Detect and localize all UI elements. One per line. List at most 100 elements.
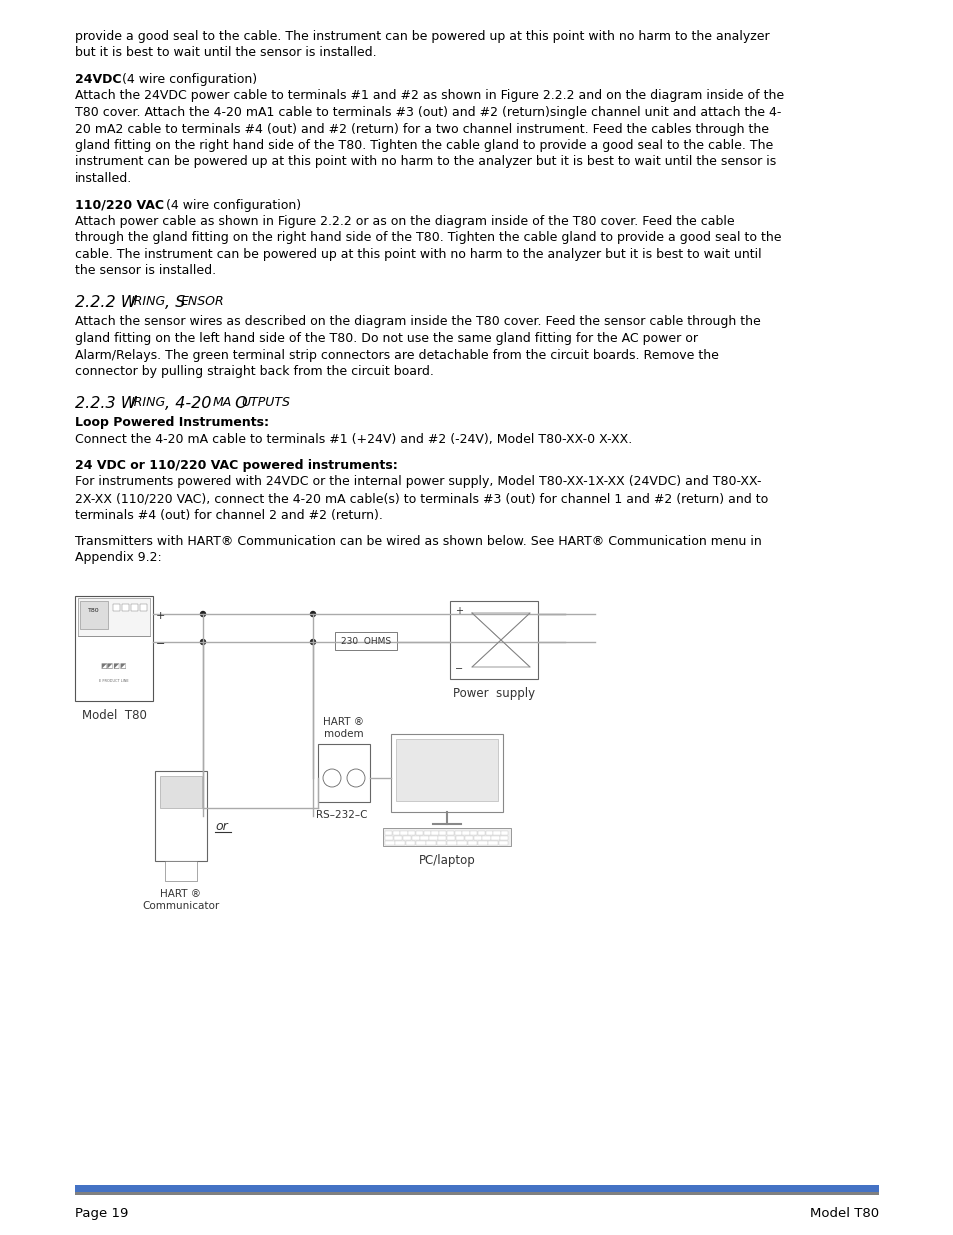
Text: E PRODUCT LINE: E PRODUCT LINE: [99, 679, 129, 683]
Text: −: −: [455, 664, 462, 674]
Text: PC/laptop: PC/laptop: [418, 853, 475, 867]
Bar: [429, 836, 437, 840]
Text: the sensor is installed.: the sensor is installed.: [75, 264, 216, 278]
Text: T80: T80: [88, 608, 100, 613]
Text: HART ®
modem: HART ® modem: [323, 718, 364, 739]
Circle shape: [323, 769, 340, 787]
Text: +: +: [156, 611, 165, 621]
Bar: [456, 841, 467, 845]
Text: 2.2.3 W: 2.2.3 W: [75, 395, 136, 410]
Text: UTPUTS: UTPUTS: [241, 395, 290, 409]
Bar: [402, 836, 411, 840]
Text: HART ®
Communicator: HART ® Communicator: [142, 889, 219, 910]
Bar: [436, 841, 446, 845]
Text: ◩◩◩◩: ◩◩◩◩: [101, 663, 127, 669]
Text: ENSOR: ENSOR: [181, 295, 224, 308]
Text: Model  T80: Model T80: [81, 709, 146, 722]
Text: 20 mA2 cable to terminals #4 (out) and #2 (return) for a two channel instrument.: 20 mA2 cable to terminals #4 (out) and #…: [75, 122, 768, 136]
Bar: [405, 841, 416, 845]
Text: IRING: IRING: [131, 295, 166, 308]
Bar: [438, 831, 446, 835]
Text: −: −: [156, 638, 165, 650]
Text: Loop Powered Instruments:: Loop Powered Instruments:: [75, 416, 269, 429]
Bar: [456, 836, 464, 840]
Bar: [447, 841, 456, 845]
Text: RS–232–C: RS–232–C: [315, 810, 367, 820]
Bar: [437, 836, 446, 840]
Circle shape: [347, 769, 365, 787]
Text: provide a good seal to the cable. The instrument can be powered up at this point: provide a good seal to the cable. The in…: [75, 30, 769, 43]
Bar: [498, 841, 508, 845]
Text: Appendix 9.2:: Appendix 9.2:: [75, 552, 162, 564]
Bar: [122, 604, 129, 611]
Bar: [423, 831, 431, 835]
Text: 2X-XX (110/220 VAC), connect the 4-20 mA cable(s) to terminals #3 (out) for chan: 2X-XX (110/220 VAC), connect the 4-20 mA…: [75, 492, 767, 505]
Text: cable. The instrument can be powered up at this point with no harm to the analyz: cable. The instrument can be powered up …: [75, 248, 760, 261]
Bar: [382, 827, 511, 846]
Text: Model T80: Model T80: [809, 1207, 878, 1220]
Text: terminals #4 (out) for channel 2 and #2 (return).: terminals #4 (out) for channel 2 and #2 …: [75, 509, 382, 521]
Bar: [78, 598, 150, 636]
Text: or: or: [214, 820, 228, 832]
Text: 24 VDC or 110/220 VAC powered instruments:: 24 VDC or 110/220 VAC powered instrument…: [75, 459, 397, 472]
Bar: [447, 831, 454, 835]
Bar: [154, 771, 207, 861]
Bar: [488, 841, 497, 845]
Text: 2.2.2 W: 2.2.2 W: [75, 295, 136, 310]
Bar: [75, 1192, 878, 1195]
Text: , 4-20: , 4-20: [165, 395, 216, 410]
Bar: [426, 841, 436, 845]
Text: For instruments powered with 24VDC or the internal power supply, Model T80-XX-1X: For instruments powered with 24VDC or th…: [75, 475, 760, 489]
Circle shape: [200, 640, 205, 645]
Bar: [394, 836, 402, 840]
Bar: [385, 831, 392, 835]
Bar: [493, 831, 500, 835]
Text: Alarm/Relays. The green terminal strip connectors are detachable from the circui: Alarm/Relays. The green terminal strip c…: [75, 348, 719, 362]
Text: instrument can be powered up at this point with no harm to the analyzer but it i: instrument can be powered up at this poi…: [75, 156, 776, 168]
Circle shape: [200, 611, 205, 616]
Text: Page 19: Page 19: [75, 1207, 129, 1220]
Bar: [477, 841, 487, 845]
Text: Power  supply: Power supply: [453, 687, 535, 700]
Bar: [473, 836, 481, 840]
Bar: [485, 831, 493, 835]
Text: 110/220 VAC: 110/220 VAC: [75, 199, 164, 211]
Bar: [416, 831, 423, 835]
Bar: [467, 841, 477, 845]
Bar: [499, 836, 508, 840]
Text: +: +: [455, 606, 462, 616]
Text: (4 wire configuration): (4 wire configuration): [118, 73, 257, 86]
Text: Transmitters with HART® Communication can be wired as shown below. See HART® Com: Transmitters with HART® Communication ca…: [75, 535, 760, 548]
Text: Attach the sensor wires as described on the diagram inside the T80 cover. Feed t: Attach the sensor wires as described on …: [75, 315, 760, 329]
Text: through the gland fitting on the right hand side of the T80. Tighten the cable g: through the gland fitting on the right h…: [75, 231, 781, 245]
Bar: [431, 831, 438, 835]
Text: (4 wire configuration): (4 wire configuration): [162, 199, 301, 211]
Bar: [491, 836, 499, 840]
Bar: [500, 831, 508, 835]
Bar: [160, 776, 202, 808]
Bar: [385, 841, 395, 845]
Bar: [140, 604, 147, 611]
Bar: [482, 836, 490, 840]
Bar: [420, 836, 428, 840]
Bar: [408, 831, 416, 835]
Bar: [395, 739, 497, 802]
Text: T80 cover. Attach the 4-20 mA1 cable to terminals #3 (out) and #2 (return)single: T80 cover. Attach the 4-20 mA1 cable to …: [75, 106, 781, 119]
Bar: [385, 836, 393, 840]
Bar: [131, 604, 138, 611]
Text: O: O: [230, 395, 248, 410]
Bar: [462, 831, 469, 835]
Bar: [75, 597, 152, 701]
Bar: [416, 841, 425, 845]
Bar: [464, 836, 473, 840]
Circle shape: [310, 611, 315, 616]
Bar: [75, 1186, 878, 1192]
Bar: [470, 831, 477, 835]
Bar: [80, 601, 108, 629]
Bar: [317, 743, 370, 802]
Text: but it is best to wait until the sensor is installed.: but it is best to wait until the sensor …: [75, 47, 376, 59]
Bar: [391, 734, 502, 811]
Text: gland fitting on the right hand side of the T80. Tighten the cable gland to prov: gland fitting on the right hand side of …: [75, 140, 773, 152]
Bar: [393, 831, 399, 835]
Bar: [477, 831, 485, 835]
